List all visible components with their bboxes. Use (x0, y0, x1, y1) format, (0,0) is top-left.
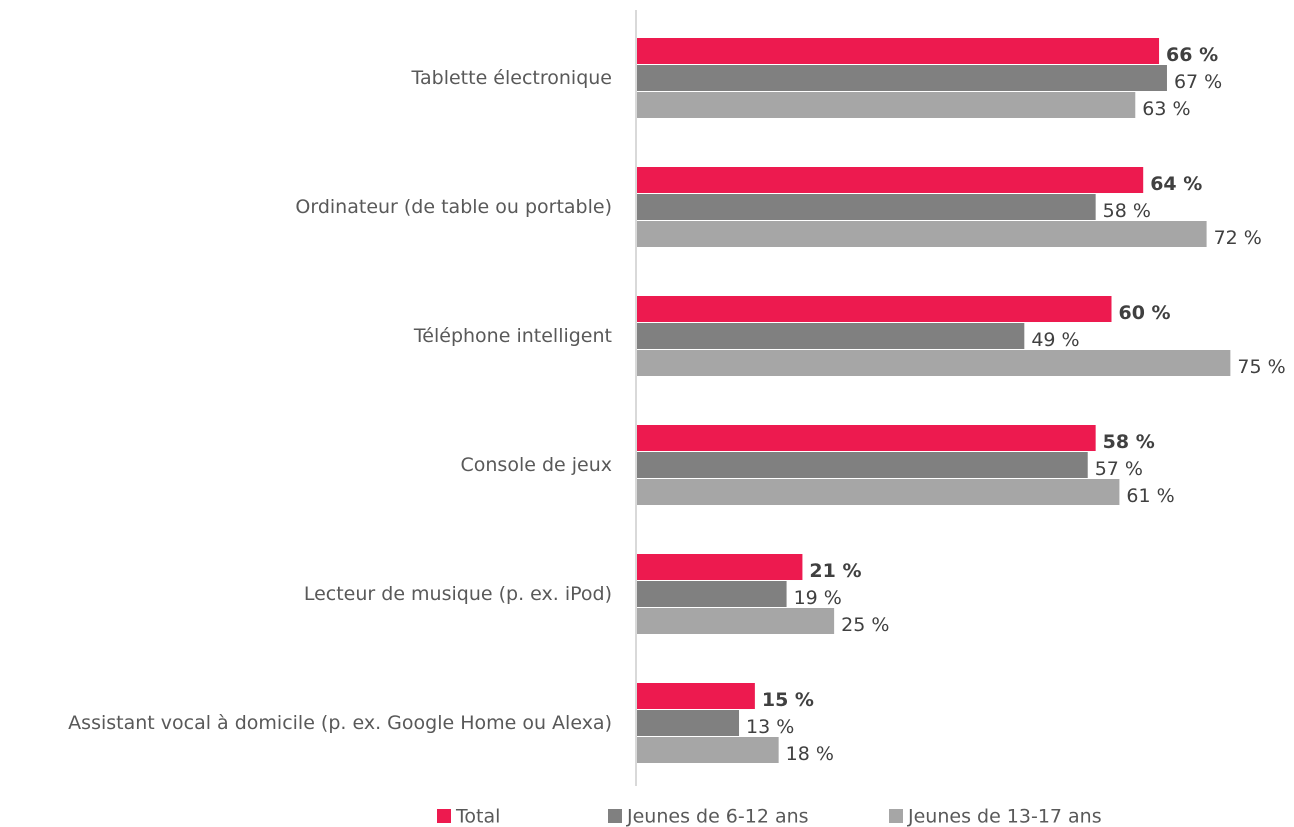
value-label: 75 % (1237, 356, 1285, 378)
bar (636, 554, 803, 580)
category-label: Console de jeux (460, 454, 612, 476)
bar (636, 710, 740, 736)
category-label: Ordinateur (de table ou portable) (295, 196, 612, 218)
category-label: Téléphone intelligent (413, 325, 612, 347)
value-label: 63 % (1142, 98, 1190, 120)
legend-label: Jeunes de 13-17 ans (907, 806, 1102, 827)
bar (636, 296, 1112, 322)
bar (636, 452, 1088, 478)
value-label: 19 % (794, 587, 842, 609)
bar (636, 350, 1231, 376)
bar (636, 608, 835, 634)
value-label: 18 % (786, 743, 834, 765)
bar (636, 65, 1167, 91)
legend-swatch (437, 809, 451, 823)
value-label: 58 % (1103, 200, 1151, 222)
bar (636, 221, 1207, 247)
value-label: 15 % (762, 689, 814, 711)
value-label: 13 % (746, 716, 794, 738)
value-label: 61 % (1126, 485, 1174, 507)
bar (636, 167, 1144, 193)
category-label: Lecteur de musique (p. ex. iPod) (304, 583, 612, 605)
bar (636, 479, 1120, 505)
bar (636, 194, 1096, 220)
value-label: 25 % (841, 614, 889, 636)
legend-swatch (608, 809, 622, 823)
legend-label: Total (455, 806, 500, 827)
value-label: 66 % (1166, 44, 1218, 66)
value-label: 57 % (1095, 458, 1143, 480)
category-label: Tablette électronique (411, 67, 612, 89)
value-label: 64 % (1150, 173, 1202, 195)
category-label: Assistant vocal à domicile (p. ex. Googl… (68, 712, 612, 734)
value-label: 60 % (1119, 302, 1171, 324)
value-label: 49 % (1031, 329, 1079, 351)
bar (636, 323, 1025, 349)
legend-label: Jeunes de 6-12 ans (626, 806, 809, 827)
value-label: 72 % (1214, 227, 1262, 249)
bar (636, 425, 1096, 451)
bar (636, 92, 1136, 118)
value-label: 67 % (1174, 71, 1222, 93)
bar (636, 737, 779, 763)
bar (636, 683, 755, 709)
legend-swatch (889, 809, 903, 823)
bar (636, 581, 787, 607)
value-label: 58 % (1103, 431, 1155, 453)
bar (636, 38, 1160, 64)
value-label: 21 % (809, 560, 861, 582)
